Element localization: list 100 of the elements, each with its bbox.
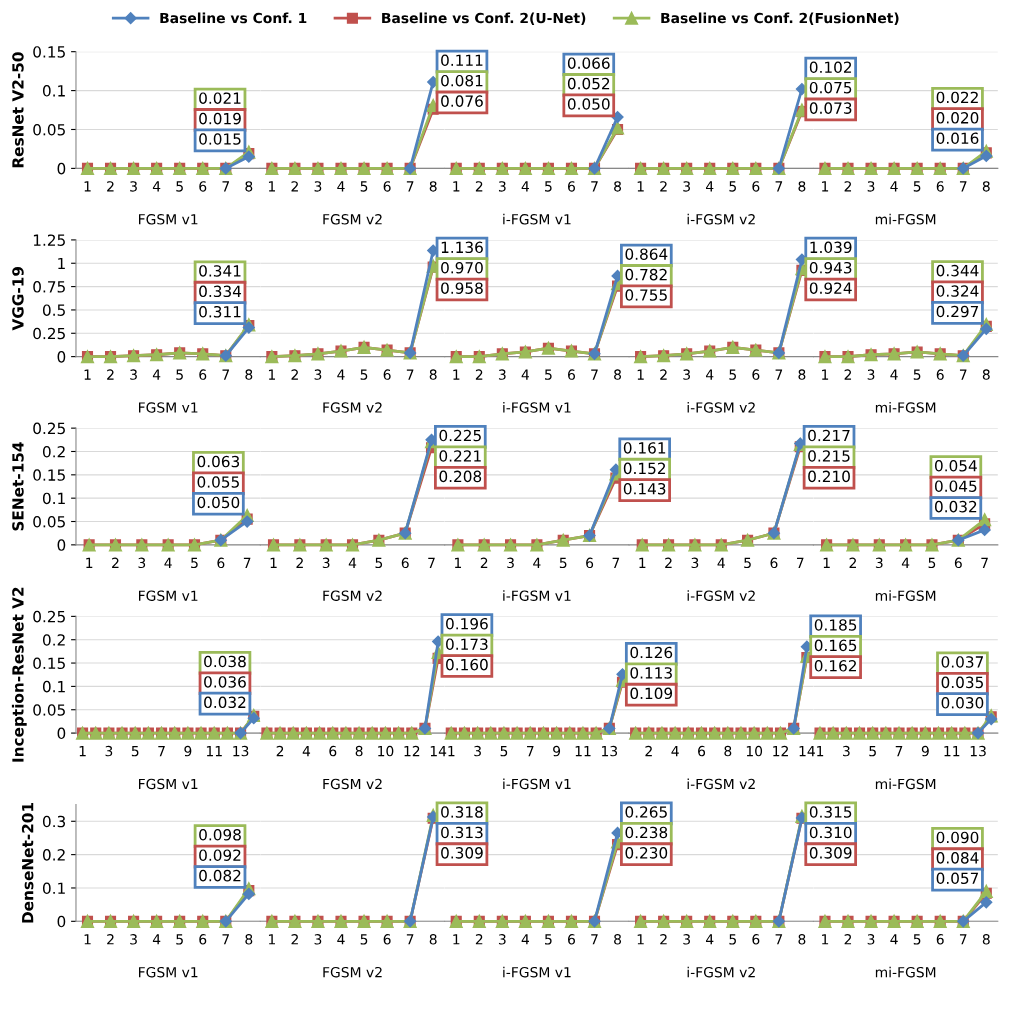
x-tick-label: 3 xyxy=(691,557,699,569)
data-label: 0.311 xyxy=(199,305,241,318)
x-tick-label: 1 xyxy=(453,181,460,192)
x-tick-label: 1 xyxy=(454,557,462,568)
x-tick-label: 7 xyxy=(959,181,967,192)
data-label: 0.098 xyxy=(199,829,241,841)
x-axis-title: FGSM v2 xyxy=(323,778,382,790)
x-tick-label: 7 xyxy=(959,934,967,945)
x-tick-label: 8 xyxy=(982,934,990,945)
x-tick-label: 7 xyxy=(222,934,229,945)
x-tick-label: 6 xyxy=(568,934,575,945)
x-tick-label: 6 xyxy=(936,934,944,945)
x-tick-label: 1 xyxy=(270,557,277,568)
data-label: 0.035 xyxy=(941,676,983,689)
x-tick-label: 7 xyxy=(959,369,967,380)
x-tick-label: 5 xyxy=(360,934,368,945)
x-tick-label: 8 xyxy=(245,934,253,945)
data-label: 0.016 xyxy=(936,132,979,145)
data-label: 0.082 xyxy=(199,869,241,882)
x-tick-label: 11 xyxy=(944,746,960,757)
y-tick-label: 1.25 xyxy=(33,234,65,246)
y-tick-label: 0.25 xyxy=(33,327,65,340)
x-tick-label: 7 xyxy=(428,557,435,568)
x-tick-label: 1 xyxy=(453,369,460,380)
x-tick-label: 6 xyxy=(199,369,207,380)
data-label: 0.208 xyxy=(439,470,482,483)
x-tick-label: 4 xyxy=(705,181,714,192)
x-tick-label: 3 xyxy=(867,369,875,380)
data-label: 0.161 xyxy=(623,442,666,454)
x-tick-label: 5 xyxy=(360,369,368,380)
x-tick-label: 1 xyxy=(448,746,455,757)
x-axis-title: i-FGSM v2 xyxy=(687,590,755,601)
x-tick-label: 4 xyxy=(521,934,530,945)
x-axis-title: i-FGSM v2 xyxy=(687,213,755,225)
x-tick-label: 12 xyxy=(404,745,420,757)
x-tick-label: 2 xyxy=(291,369,298,380)
x-axis-title: mi-FGSM xyxy=(875,778,936,790)
x-tick-label: 7 xyxy=(895,746,903,757)
x-tick-label: 4 xyxy=(152,369,161,380)
data-label: 1.136 xyxy=(441,241,483,254)
data-label: 0.038 xyxy=(204,655,246,668)
x-tick-label: 5 xyxy=(913,934,921,945)
data-label: 0.021 xyxy=(199,92,241,104)
x-tick-label: 14 xyxy=(799,746,815,757)
x-tick-label: 1 xyxy=(637,934,644,945)
x-tick-label: 3 xyxy=(498,181,506,192)
x-tick-label: 2 xyxy=(112,557,119,568)
x-tick-label: 8 xyxy=(982,181,990,192)
data-label: 0.755 xyxy=(625,289,667,301)
data-label: 0.324 xyxy=(936,285,979,297)
x-tick-label: 3 xyxy=(314,369,322,380)
data-label: 0.173 xyxy=(446,638,488,650)
data-label: 0.958 xyxy=(441,282,483,294)
x-tick-label: 5 xyxy=(559,557,567,569)
x-tick-label: 6 xyxy=(383,181,391,192)
y-tick-label: 0 xyxy=(57,727,66,740)
x-tick-label: 2 xyxy=(660,369,667,380)
x-tick-label: 7 xyxy=(406,369,414,380)
x-tick-label: 1 xyxy=(268,369,275,380)
data-label: 0.090 xyxy=(936,831,979,844)
data-label: 0.015 xyxy=(199,133,241,145)
x-tick-label: 3 xyxy=(130,369,137,380)
x-axis-title: FGSM v2 xyxy=(323,590,382,601)
x-axis-title: FGSM v1 xyxy=(139,966,198,978)
y-tick-label: 0.1 xyxy=(42,492,65,505)
x-tick-label: 3 xyxy=(683,181,690,192)
data-label: 0.970 xyxy=(441,261,483,274)
x-tick-label: 2 xyxy=(849,557,856,568)
x-tick-label: 6 xyxy=(936,369,944,380)
x-tick-label: 2 xyxy=(844,369,852,380)
x-axis-title: mi-FGSM xyxy=(875,966,936,978)
x-tick-label: 1 xyxy=(268,934,275,945)
x-tick-label: 3 xyxy=(105,745,113,757)
y-axis-title: ResNet V2-50 xyxy=(12,52,24,168)
data-label: 0.210 xyxy=(808,470,850,483)
data-label: 0.075 xyxy=(809,81,852,94)
x-tick-label: 1 xyxy=(637,369,644,380)
x-axis-title: FGSM v1 xyxy=(139,402,198,413)
y-axis-title: VGG-19 xyxy=(12,266,24,331)
x-tick-label: 4 xyxy=(164,557,172,568)
data-label: 0.092 xyxy=(199,849,241,861)
y-axis-title: Inception-ResNet V2 xyxy=(11,587,27,762)
x-tick-label: 4 xyxy=(890,369,898,380)
x-tick-label: 5 xyxy=(913,181,921,192)
data-label: 0.309 xyxy=(809,847,852,859)
x-tick-label: 5 xyxy=(869,746,876,757)
x-tick-label: 4 xyxy=(705,369,714,380)
y-tick-label: 1 xyxy=(58,257,65,270)
x-tick-label: 5 xyxy=(545,369,552,380)
x-tick-label: 8 xyxy=(614,369,622,380)
x-tick-label: 2 xyxy=(665,557,672,568)
data-label: 0.076 xyxy=(441,95,483,107)
x-tick-label: 3 xyxy=(498,934,506,945)
x-tick-label: 13 xyxy=(970,745,986,757)
data-label: 0.036 xyxy=(204,676,246,688)
x-tick-label: 2 xyxy=(844,181,852,192)
y-tick-label: 0.05 xyxy=(33,123,65,136)
x-tick-label: 13 xyxy=(233,745,249,757)
y-tick-label: 0.1 xyxy=(42,882,65,894)
x-tick-label: 1 xyxy=(84,181,91,192)
